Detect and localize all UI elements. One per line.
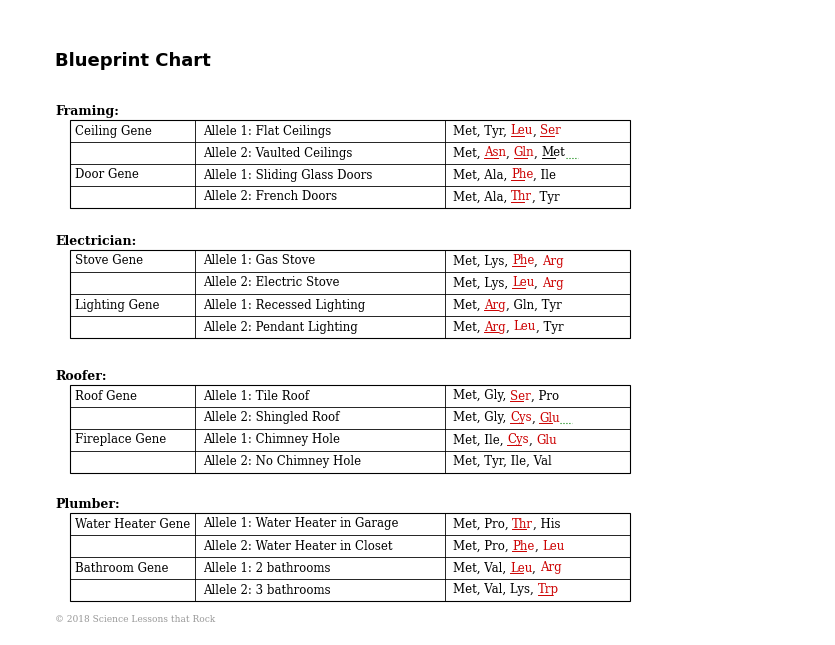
Text: Met, Lys,: Met, Lys, xyxy=(453,255,512,268)
Text: Allele 2: Shingled Roof: Allele 2: Shingled Roof xyxy=(203,412,339,424)
Text: Met, Gly,: Met, Gly, xyxy=(453,390,510,402)
Text: Allele 1: 2 bathrooms: Allele 1: 2 bathrooms xyxy=(203,562,331,575)
Text: , His: , His xyxy=(534,517,561,530)
Text: Arg: Arg xyxy=(484,299,506,312)
Text: , Gln, Tyr: , Gln, Tyr xyxy=(506,299,562,312)
Text: ,: , xyxy=(506,321,514,333)
Text: Fireplace Gene: Fireplace Gene xyxy=(75,433,166,446)
Text: Allele 2: 3 bathrooms: Allele 2: 3 bathrooms xyxy=(203,584,331,597)
Text: Leu: Leu xyxy=(512,277,534,290)
Text: , Ile: , Ile xyxy=(534,168,556,181)
Text: ,: , xyxy=(534,146,542,159)
Text: Ser: Ser xyxy=(540,124,561,137)
Text: , Tyr: , Tyr xyxy=(532,190,559,204)
Text: ,: , xyxy=(529,433,536,446)
Text: Allele 1: Tile Roof: Allele 1: Tile Roof xyxy=(203,390,309,402)
Text: Allele 2: Electric Stove: Allele 2: Electric Stove xyxy=(203,277,340,290)
Text: ,: , xyxy=(534,539,542,553)
Text: Cys: Cys xyxy=(510,412,532,424)
Text: Thr: Thr xyxy=(513,517,534,530)
Text: Allele 1: Flat Ceilings: Allele 1: Flat Ceilings xyxy=(203,124,331,137)
Text: Phe: Phe xyxy=(511,168,534,181)
Text: Glu: Glu xyxy=(536,433,557,446)
Text: , Tyr: , Tyr xyxy=(535,321,564,333)
Bar xyxy=(70,513,630,601)
Bar xyxy=(640,98,835,248)
Bar xyxy=(70,120,630,208)
Bar xyxy=(70,385,630,473)
Text: Stove Gene: Stove Gene xyxy=(75,255,143,268)
Text: Water Heater Gene: Water Heater Gene xyxy=(75,517,190,530)
Text: Met, Pro,: Met, Pro, xyxy=(453,517,513,530)
Text: Bathroom Gene: Bathroom Gene xyxy=(75,562,169,575)
Text: Allele 2: Water Heater in Closet: Allele 2: Water Heater in Closet xyxy=(203,539,392,553)
Text: ,: , xyxy=(532,562,539,575)
Bar xyxy=(650,233,835,368)
Text: Framing:: Framing: xyxy=(55,105,119,118)
Text: Asn: Asn xyxy=(484,146,506,159)
Text: Thr: Thr xyxy=(511,190,532,204)
Text: Leu: Leu xyxy=(510,562,532,575)
Text: Lighting Gene: Lighting Gene xyxy=(75,299,159,312)
Text: Met, Val,: Met, Val, xyxy=(453,562,510,575)
Text: Allele 1: Recessed Lighting: Allele 1: Recessed Lighting xyxy=(203,299,365,312)
Text: Cys: Cys xyxy=(507,433,529,446)
Text: ,: , xyxy=(534,255,542,268)
Text: Trp: Trp xyxy=(538,584,559,597)
Text: Met,: Met, xyxy=(453,321,484,333)
Text: Plumber:: Plumber: xyxy=(55,498,119,511)
Text: Arg: Arg xyxy=(542,277,564,290)
Text: Leu: Leu xyxy=(542,539,564,553)
Text: Allele 2: Vaulted Ceilings: Allele 2: Vaulted Ceilings xyxy=(203,146,352,159)
Text: Met, Val, Lys,: Met, Val, Lys, xyxy=(453,584,538,597)
Text: ,: , xyxy=(532,412,539,424)
Text: Roofer:: Roofer: xyxy=(55,370,107,383)
Text: ,: , xyxy=(534,277,542,290)
Text: Arg: Arg xyxy=(484,321,506,333)
Text: Met,: Met, xyxy=(453,146,484,159)
Text: Met,: Met, xyxy=(453,299,484,312)
Text: Met, Ala,: Met, Ala, xyxy=(453,190,511,204)
Text: Met, Pro,: Met, Pro, xyxy=(453,539,513,553)
Text: Ceiling Gene: Ceiling Gene xyxy=(75,124,152,137)
Text: , Pro: , Pro xyxy=(531,390,559,402)
Text: Arg: Arg xyxy=(542,255,564,268)
Text: Met, Tyr, Ile, Val: Met, Tyr, Ile, Val xyxy=(453,455,552,468)
Text: Allele 1: Gas Stove: Allele 1: Gas Stove xyxy=(203,255,316,268)
Text: Blueprint Chart: Blueprint Chart xyxy=(55,52,210,70)
Text: Met, Tyr,: Met, Tyr, xyxy=(453,124,511,137)
Text: Met, Lys,: Met, Lys, xyxy=(453,277,512,290)
Text: Electrician:: Electrician: xyxy=(55,235,136,248)
Text: © 2018 Science Lessons that Rock: © 2018 Science Lessons that Rock xyxy=(55,615,215,624)
Text: Glu: Glu xyxy=(539,412,559,424)
Text: Roof Gene: Roof Gene xyxy=(75,390,137,402)
Text: Allele 2: French Doors: Allele 2: French Doors xyxy=(203,190,337,204)
Bar xyxy=(640,365,835,510)
Bar xyxy=(70,250,630,338)
Text: Arg: Arg xyxy=(539,562,561,575)
Text: Met, Ile,: Met, Ile, xyxy=(453,433,507,446)
Text: Allele 1: Sliding Glass Doors: Allele 1: Sliding Glass Doors xyxy=(203,168,372,181)
Text: Allele 1: Water Heater in Garage: Allele 1: Water Heater in Garage xyxy=(203,517,398,530)
Text: Door Gene: Door Gene xyxy=(75,168,139,181)
Text: ,: , xyxy=(506,146,514,159)
Text: Gln: Gln xyxy=(514,146,534,159)
Text: Met: Met xyxy=(542,146,565,159)
Text: Phe: Phe xyxy=(513,539,534,553)
Text: Allele 1: Chimney Hole: Allele 1: Chimney Hole xyxy=(203,433,340,446)
Bar xyxy=(640,498,835,618)
Text: Phe: Phe xyxy=(512,255,534,268)
Text: Leu: Leu xyxy=(514,321,535,333)
Text: Met, Gly,: Met, Gly, xyxy=(453,412,510,424)
Text: Ser: Ser xyxy=(510,390,531,402)
Text: Met, Ala,: Met, Ala, xyxy=(453,168,511,181)
Text: Allele 2: Pendant Lighting: Allele 2: Pendant Lighting xyxy=(203,321,357,333)
Text: ,: , xyxy=(533,124,540,137)
Text: Allele 2: No Chimney Hole: Allele 2: No Chimney Hole xyxy=(203,455,361,468)
Text: Leu: Leu xyxy=(511,124,533,137)
